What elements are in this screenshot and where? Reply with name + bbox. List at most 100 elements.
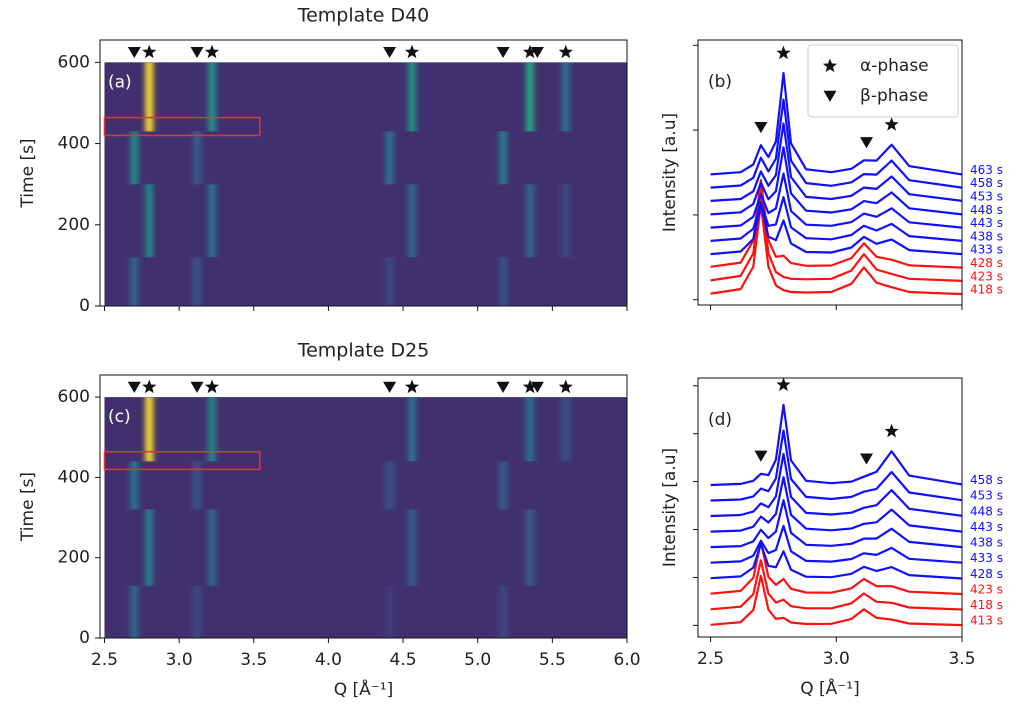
series-label: 448 s <box>970 504 1003 518</box>
series-label: 458 s <box>970 176 1003 190</box>
intensity-streak <box>208 62 216 132</box>
axes-frame <box>99 39 628 307</box>
beta-peak-marker <box>496 381 510 393</box>
intensity-streak <box>208 397 216 462</box>
series-label: 448 s <box>970 203 1003 217</box>
y-axis-label: Intensity [a.u] <box>660 113 680 232</box>
streaks <box>130 397 570 638</box>
y-axis-label: Time [s] <box>18 138 38 208</box>
alpha-peak-marker <box>522 44 538 59</box>
series-label: 413 s <box>970 614 1003 628</box>
panel-label: (d) <box>708 410 732 430</box>
intensity-streak <box>145 397 153 462</box>
beta-peak-marker <box>127 47 141 58</box>
alpha-peak-marker <box>204 379 220 394</box>
intensity-streak <box>499 257 507 306</box>
y-tick-label: 400 <box>58 467 90 487</box>
panel: (a) 0 200 400 600 Template D40 Time [s] <box>18 5 628 316</box>
y-tick-label: 600 <box>58 387 90 407</box>
intensity-streak <box>145 509 153 586</box>
intensity-streak <box>499 131 507 185</box>
intensity-line <box>710 540 963 596</box>
intensity-streak <box>562 397 570 462</box>
chart-title: Template D25 <box>297 340 430 362</box>
y-tick-label: 0 <box>79 628 90 648</box>
alpha-peak-marker <box>404 44 420 59</box>
alpha-peak-marker <box>142 379 157 394</box>
alpha-peak-marker <box>776 377 791 391</box>
intensity-line <box>710 190 963 282</box>
intensity-line <box>710 196 963 242</box>
legend-label: α-phase <box>860 56 929 76</box>
chart-title: Template D40 <box>297 5 430 27</box>
y-tick-label: 200 <box>58 215 90 235</box>
beta-peak-marker <box>383 47 397 58</box>
beta-peak-marker <box>127 381 141 393</box>
alpha-peak-marker <box>558 379 573 394</box>
intensity-streak <box>130 461 139 510</box>
y-tick-label: 200 <box>58 548 90 568</box>
heatmap-background <box>104 397 627 638</box>
intensity-streak <box>193 461 201 510</box>
beta-peak-marker <box>190 47 204 58</box>
series-label: 443 s <box>970 520 1003 534</box>
x-tick-label: 6.0 <box>613 650 640 670</box>
series-label: 428 s <box>970 567 1003 581</box>
axes-frame <box>697 39 963 306</box>
intensity-line <box>710 524 963 564</box>
highlight-box <box>103 450 261 471</box>
x-tick-label: 2.5 <box>697 649 724 669</box>
intensity-streak <box>526 509 534 586</box>
legend-label: β-phase <box>860 86 928 106</box>
series-label: 423 s <box>970 269 1003 283</box>
x-tick-label: 3.5 <box>948 649 975 669</box>
beta-peak-marker <box>530 381 544 393</box>
intensity-line <box>710 574 963 627</box>
intensity-line <box>710 429 963 502</box>
intensity-line <box>710 122 963 202</box>
intensity-line <box>710 172 963 229</box>
x-axis-label: Q [Å⁻¹] <box>334 678 393 700</box>
y-axis-label: Time [s] <box>18 472 38 542</box>
intensity-line <box>710 559 963 611</box>
series-label: 438 s <box>970 229 1003 243</box>
intensity-streak <box>145 62 153 132</box>
alpha-peak-marker <box>776 45 791 60</box>
x-axis-label: Q [Å⁻¹] <box>800 677 859 699</box>
intensity-streak <box>408 184 416 258</box>
beta-peak-marker <box>383 381 397 393</box>
intensity-streak <box>526 62 534 132</box>
intensity-streak <box>193 131 201 185</box>
legend-box <box>807 44 959 118</box>
intensity-line <box>710 452 963 518</box>
intensity-streak <box>385 585 394 638</box>
intensity-streak <box>408 509 416 586</box>
intensity-streak <box>193 257 201 306</box>
intensity-streak <box>408 62 416 132</box>
intensity-streak <box>499 461 507 510</box>
beta-peak-marker <box>754 450 768 462</box>
series-label: 433 s <box>970 551 1003 565</box>
intensity-streak <box>562 62 570 132</box>
series-label: 458 s <box>970 473 1003 487</box>
y-axis-label: Intensity [a.u] <box>660 448 680 567</box>
alpha-peak-marker <box>884 423 899 438</box>
panel-label: (b) <box>708 72 732 92</box>
series-label: 453 s <box>970 189 1003 203</box>
x-tick-label: 3.0 <box>823 649 850 669</box>
intensity-line <box>710 146 963 216</box>
x-tick-label: 5.0 <box>464 650 491 670</box>
highlight-box <box>103 116 261 137</box>
series-label: 423 s <box>970 583 1003 597</box>
intensity-line <box>710 403 963 487</box>
intensity-streak <box>499 585 507 638</box>
intensity-line <box>710 476 963 533</box>
beta-peak-marker <box>190 381 204 393</box>
intensity-streak <box>526 184 534 258</box>
x-tick-label: 4.5 <box>390 650 417 670</box>
intensity-streak <box>145 184 153 258</box>
series-label: 418 s <box>970 598 1003 612</box>
series-label: 428 s <box>970 256 1003 270</box>
intensity-line <box>710 72 963 176</box>
